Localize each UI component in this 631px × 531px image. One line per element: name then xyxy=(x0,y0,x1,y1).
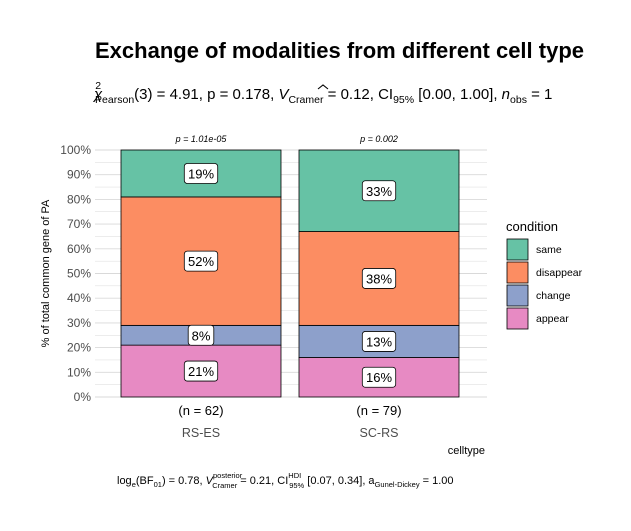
segment-label-box xyxy=(361,331,397,352)
stacked-bars: 21% 8% 52% 19% p = 1.01e-05 16% 13% 38% 33% p = 0… xyxy=(120,134,460,398)
segment-label-same: 33% xyxy=(366,184,392,199)
legend-title: condition xyxy=(506,219,558,234)
segment-label-appear: 16% xyxy=(366,370,392,385)
y-axis: 0% 10% 20% 30% 40% 50% 60% 70% 80% 90% 100% xyxy=(60,143,91,404)
legend-swatch-same xyxy=(506,238,529,261)
segment-label-appear: 21% xyxy=(188,364,214,379)
y-axis-title: % of total common gene of PA xyxy=(40,199,52,347)
segment-label-change: 8% xyxy=(192,328,211,343)
legend-swatch-change xyxy=(506,284,529,307)
chart-caption: loge(BF01) = 0.78, Vposterior Cramer = 0.… xyxy=(117,471,454,490)
y-tick-label: 60% xyxy=(67,242,91,256)
segment-label-box xyxy=(361,180,397,202)
legend-swatch-disappear xyxy=(506,261,529,284)
segment-label-disappear: 52% xyxy=(188,254,214,269)
y-tick-label: 50% xyxy=(67,267,91,281)
y-tick-label: 30% xyxy=(67,316,91,330)
y-tick-label: 70% xyxy=(67,217,91,231)
x-axis: (n = 62) RS-ES (n = 79) SC-RS xyxy=(178,403,401,440)
n-label: (n = 79) xyxy=(356,403,401,418)
p-value-label: p = 1.01e-05 xyxy=(175,134,228,144)
x-category-label: SC-RS xyxy=(360,426,399,440)
legend-label-disappear: disappear xyxy=(536,267,583,279)
segment-label-same: 19% xyxy=(188,166,214,181)
y-tick-label: 100% xyxy=(60,143,91,157)
chart-subtitle: χ2 Pearson(3) = 4.91, p = 0.178, VCramer … xyxy=(92,80,552,106)
p-value-label: p = 0.002 xyxy=(359,134,398,144)
legend-swatch-appear xyxy=(506,307,529,330)
n-label: (n = 62) xyxy=(178,403,223,418)
legend-label-change: change xyxy=(536,290,571,302)
segment-label-box xyxy=(187,324,215,346)
y-tick-label: 0% xyxy=(74,390,92,404)
y-tick-label: 80% xyxy=(67,192,91,206)
v-hat-glyph xyxy=(317,84,329,90)
segment-label-box xyxy=(183,360,219,382)
segment-label-change: 13% xyxy=(366,334,392,349)
y-tick-label: 20% xyxy=(67,341,91,355)
x-axis-title: celltype xyxy=(448,445,485,457)
x-category-label: RS-ES xyxy=(182,426,220,440)
segment-label-box xyxy=(361,366,397,388)
y-tick-label: 90% xyxy=(67,168,91,182)
segment-label-box xyxy=(183,163,219,184)
segment-label-disappear: 38% xyxy=(366,271,392,286)
legend: condition same disappear change appear xyxy=(506,219,583,330)
y-tick-label: 10% xyxy=(67,365,91,379)
segment-label-box xyxy=(361,268,397,289)
legend-label-appear: appear xyxy=(536,313,569,325)
chart-title: Exchange of modalities from different ce… xyxy=(95,38,584,63)
legend-label-same: same xyxy=(536,244,562,256)
segment-label-box xyxy=(183,250,219,272)
y-tick-label: 40% xyxy=(67,291,91,305)
